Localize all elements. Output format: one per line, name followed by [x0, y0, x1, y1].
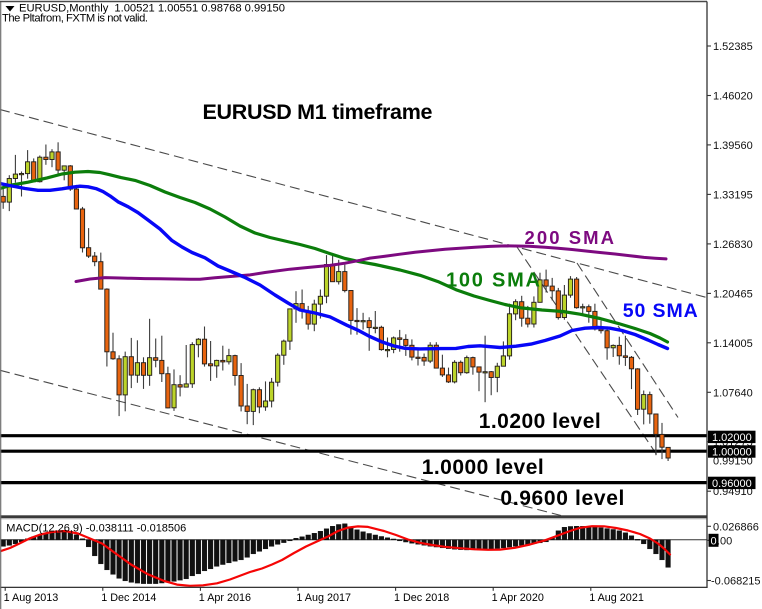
svg-text:EURUSD M1 timeframe: EURUSD M1 timeframe [203, 100, 433, 124]
svg-text:.00: .00 [717, 535, 732, 547]
svg-text:1 Apr 2016: 1 Apr 2016 [199, 592, 251, 604]
svg-text:0.96000: 0.96000 [712, 478, 752, 490]
svg-text:0.99150: 0.99150 [713, 455, 753, 467]
svg-text:0: 0 [711, 535, 717, 547]
svg-text:1.26830: 1.26830 [713, 239, 753, 251]
svg-text:1.39560: 1.39560 [713, 140, 753, 152]
svg-text:1.46020: 1.46020 [713, 91, 753, 103]
svg-text:0.94910: 0.94910 [713, 486, 753, 498]
svg-text:1.20465: 1.20465 [713, 288, 753, 300]
svg-text:1 Aug 2017: 1 Aug 2017 [296, 592, 351, 604]
svg-text:1.02000: 1.02000 [712, 432, 752, 444]
svg-text:1.33195: 1.33195 [713, 189, 753, 201]
svg-text:0.9600 level: 0.9600 level [500, 487, 624, 510]
svg-text:1.0000 level: 1.0000 level [422, 456, 544, 479]
svg-text:50 SMA: 50 SMA [623, 300, 698, 322]
svg-text:1.07640: 1.07640 [713, 387, 753, 399]
svg-text:1.00000: 1.00000 [712, 447, 752, 459]
svg-text:1 Dec 2018: 1 Dec 2018 [394, 592, 449, 604]
svg-text:0.026866: 0.026866 [713, 521, 759, 533]
svg-text:EURUSD,Monthly 1.00521 1.0055: EURUSD,Monthly 1.00521 1.00551 0.98768 0… [19, 3, 285, 15]
svg-text:100 SMA: 100 SMA [446, 270, 540, 292]
svg-text:1.0200 level: 1.0200 level [479, 410, 601, 433]
svg-text:1.52385: 1.52385 [713, 41, 753, 53]
svg-text:-0.068215: -0.068215 [711, 576, 761, 588]
svg-text:1.14005: 1.14005 [713, 338, 753, 350]
svg-text:The Pltafrom, FXTM is not vali: The Pltafrom, FXTM is not valid. [2, 13, 148, 25]
svg-text:MACD(12,26,9) -0.038111 -0.018: MACD(12,26,9) -0.038111 -0.018506 [6, 523, 186, 535]
svg-text:200 SMA: 200 SMA [525, 227, 615, 248]
svg-text:1 Aug 2021: 1 Aug 2021 [589, 592, 644, 604]
svg-text:1 Aug 2013: 1 Aug 2013 [4, 592, 59, 604]
svg-text:1 Dec 2014: 1 Dec 2014 [101, 592, 156, 604]
svg-text:1 Apr 2020: 1 Apr 2020 [492, 592, 544, 604]
